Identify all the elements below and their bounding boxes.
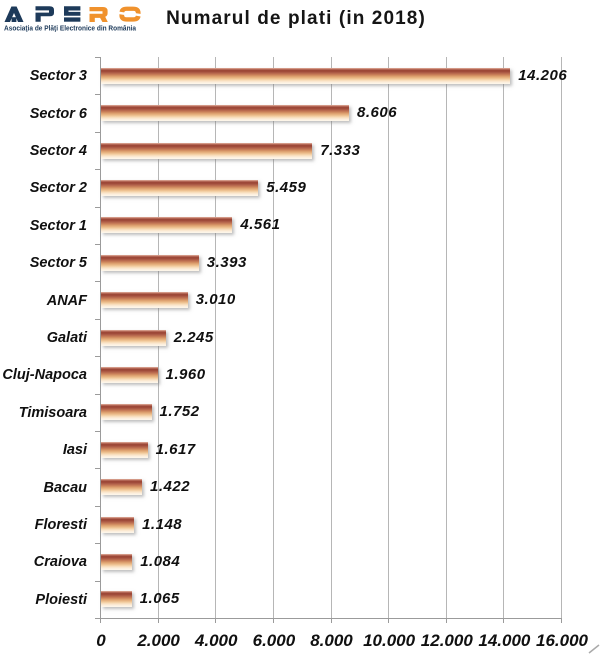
svg-text:Asociaţia de Plăţi Electronice: Asociaţia de Plăţi Electronice din Român… — [4, 26, 136, 33]
